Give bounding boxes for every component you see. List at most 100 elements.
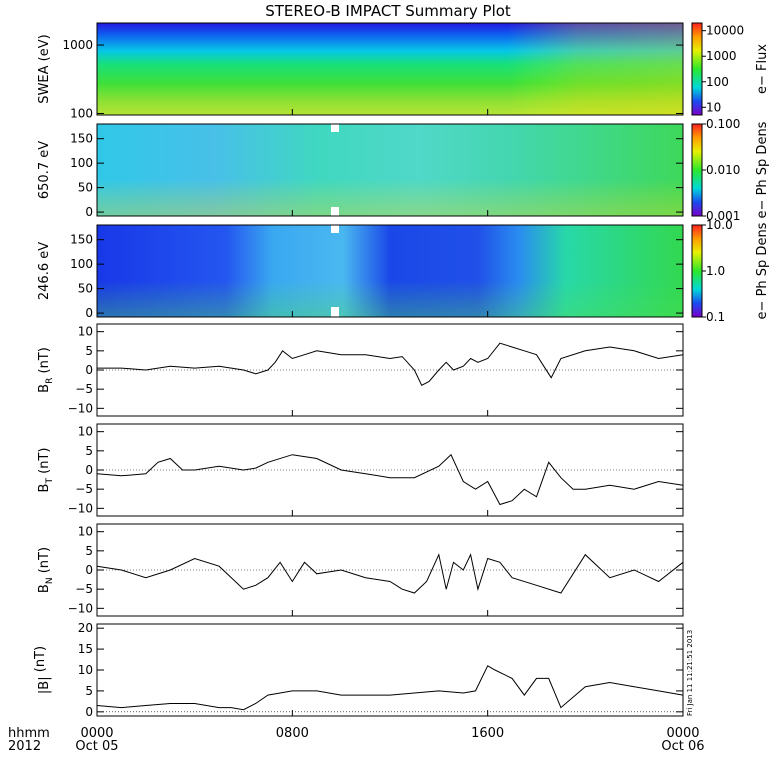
label-unit: (nT): [37, 347, 52, 377]
y-tick-label: 0: [85, 463, 93, 477]
y-tick-label: −10: [68, 501, 93, 515]
y-tick-label: 0: [85, 363, 93, 377]
y-tick-label: 50: [78, 282, 93, 296]
panel-frame: [96, 22, 684, 116]
y-axis-ticks: 0 50 100 150: [70, 233, 683, 320]
y-tick-label: 150: [70, 233, 93, 247]
panel-frame: [96, 123, 684, 217]
y-axis-ticks: −10 −5 0 5 10: [68, 325, 683, 415]
y-tick-label: 10: [78, 425, 93, 439]
y-axis-ticks: 0 5 10 15 20: [78, 621, 683, 719]
bt-series-line: [96, 453, 684, 506]
panel-swea: 100 1000 SWEA (eV) 10 100 1000 10000 e− Flux: [37, 22, 770, 120]
colorbar-label: e− Flux: [755, 44, 770, 94]
pad-650-lowband: [97, 124, 683, 216]
panel-b-magnitude: 0 5 10 15 20 |B| (nT) Fri Jan 11 11:21:51 20…: [33, 621, 694, 719]
y-tick-label: 20: [78, 621, 93, 635]
y-axis-ticks: −10 −5 0 5 10: [68, 525, 683, 615]
y-tick-label: 10: [78, 325, 93, 339]
colorbar-tick-label: 0.100: [706, 117, 740, 131]
x-tick-date: Oct 06: [661, 739, 704, 754]
panel-frame: [96, 224, 684, 318]
colorbar-tick-label: 0.001: [706, 209, 740, 223]
y-tick-label: −5: [75, 582, 93, 596]
y-axis-label: BR (nT): [37, 347, 55, 393]
timestamp-stamp: Fri Jan 11 11:21:51 2013: [686, 630, 694, 716]
y-tick-label: 10: [78, 525, 93, 539]
data-gap: [331, 207, 339, 216]
y-tick-label: 150: [70, 132, 93, 146]
colorbar-label: e− Ph Sp Dens: [755, 222, 770, 319]
y-axis-label: SWEA (eV): [37, 34, 52, 103]
label-main: B: [37, 384, 52, 393]
y-tick-label: 0: [85, 563, 93, 577]
bmag-series-line: [96, 665, 684, 711]
y-tick-label: 50: [78, 181, 93, 195]
y-tick-label: 15: [78, 642, 93, 656]
data-gap: [331, 225, 339, 233]
panel-br: −10 −5 0 5 10 BR (nT): [37, 323, 684, 417]
y-axis-label: 246.6 eV: [37, 242, 52, 300]
data-gap: [331, 307, 339, 317]
plot-title: STEREO-B IMPACT Summary Plot: [265, 2, 511, 20]
y-tick-label: 100: [70, 156, 93, 170]
colorbar-ticks: 0.1 1.0 10.0: [702, 218, 733, 324]
label-main: |B|: [37, 676, 52, 694]
data-gap: [331, 124, 339, 132]
y-tick-label: 0: [85, 205, 93, 219]
colorbar-pad-246: [691, 224, 703, 318]
bn-series-line: [96, 553, 684, 594]
label-sub: N: [45, 577, 55, 584]
y-axis-label: BN (nT): [37, 547, 55, 593]
colorbar-tick-label: 10000: [706, 24, 744, 38]
x-tick-time: 0000: [666, 726, 699, 741]
colorbar-ticks: 10 100 1000 10000: [702, 24, 744, 114]
y-tick-label: 5: [85, 684, 93, 698]
label-sub: R: [45, 378, 55, 384]
colorbar-tick-label: 1000: [706, 49, 737, 63]
x-tick-date: Oct 05: [75, 739, 118, 754]
time-axis-row1-label: hhmm: [8, 726, 50, 741]
label-unit: (nT): [37, 448, 52, 478]
y-tick-label: 5: [85, 444, 93, 458]
y-axis-label: 650.7 eV: [37, 141, 52, 199]
y-axis-ticks: 0 50 100 150: [70, 132, 683, 219]
y-tick-label: −5: [75, 382, 93, 396]
label-unit: (nT): [37, 547, 52, 577]
pad-246-lowband: [97, 225, 683, 317]
label-main: B: [37, 584, 52, 593]
panel-bn: −10 −5 0 5 10 BN (nT): [37, 523, 684, 617]
x-tick-time: 0800: [276, 726, 309, 741]
colorbar-tick-label: 0.010: [706, 163, 740, 177]
colorbar-tick-label: 0.1: [706, 310, 725, 324]
y-tick-label: 100: [70, 257, 93, 271]
colorbar-tick-label: 10.0: [706, 218, 733, 232]
y-tick-label: 10: [78, 663, 93, 677]
y-tick-label: 1000: [62, 38, 93, 52]
panel-650eV: 0 50 100 150 650.7 eV 0.001 0.010 0.100 e− Ph…: [37, 117, 770, 223]
label-unit: (nT): [33, 646, 48, 676]
y-tick-label: 5: [85, 544, 93, 558]
y-tick-label: 100: [70, 106, 93, 120]
br-series-line: [97, 342, 684, 386]
y-tick-label: 0: [85, 705, 93, 719]
colorbar-tick-label: 10: [706, 100, 721, 114]
swea-heatmap-overlay: [97, 23, 683, 115]
y-tick-label: −10: [68, 601, 93, 615]
panel-246eV: 0 50 100 150 246.6 eV 0.1 1.0 10.0 e− Ph Sp D…: [37, 218, 770, 324]
y-tick-label: −5: [75, 482, 93, 496]
colorbar-label: e− Ph Sp Dens: [755, 121, 770, 218]
panel-bt: −10 −5 0 5 10 BT (nT): [37, 423, 684, 517]
y-tick-label: 5: [85, 344, 93, 358]
y-axis-label: BT (nT): [37, 448, 55, 493]
y-tick-label: 0: [85, 306, 93, 320]
y-axis-ticks: 100 1000: [62, 38, 683, 120]
y-tick-label: −10: [68, 401, 93, 415]
colorbar-swea: [691, 22, 703, 116]
colorbar-tick-label: 1.0: [706, 264, 725, 278]
label-sub: T: [45, 478, 55, 485]
colorbar-tick-label: 100: [706, 75, 729, 89]
panel-frame: [96, 623, 684, 717]
